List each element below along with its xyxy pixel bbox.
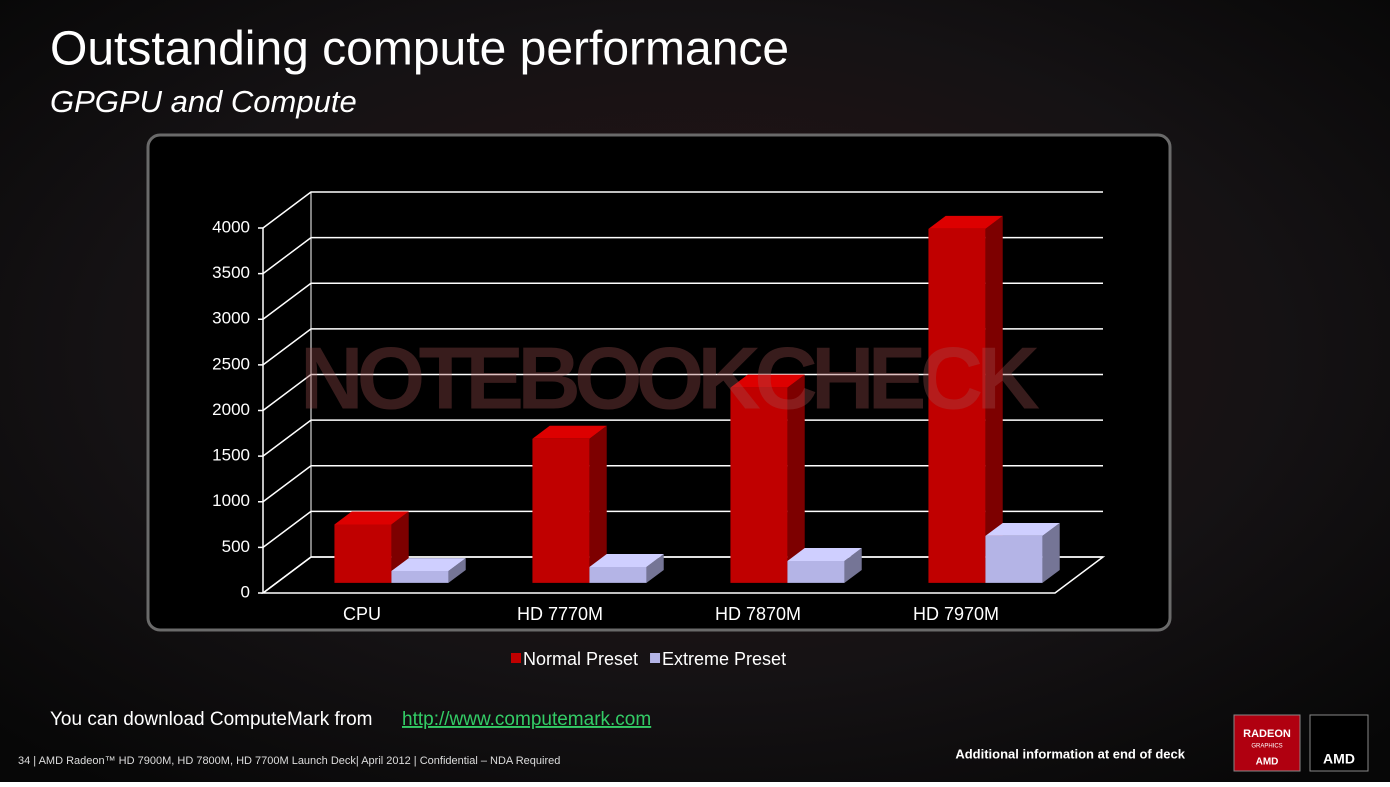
bar-top	[787, 548, 862, 562]
additional-info: Additional information at end of deck	[955, 746, 1185, 761]
bar-side	[589, 425, 607, 583]
grid-line	[262, 236, 1103, 275]
footer: 34 | AMD Radeon™ HD 7900M, HD 7800M, HD …	[18, 755, 560, 767]
legend-swatch	[650, 653, 661, 663]
grid-line	[262, 419, 1103, 457]
bar-front	[589, 566, 647, 583]
badge-line: RADEON	[1243, 728, 1291, 740]
bar-top	[730, 374, 805, 388]
bar-top	[985, 522, 1060, 536]
x-tick-label: HD 7770M	[517, 604, 603, 624]
bar-front	[334, 524, 392, 583]
bar	[787, 548, 862, 583]
grid-line	[262, 191, 1103, 229]
slide-subtitle: GPGPU and Compute	[50, 84, 357, 119]
bar	[730, 374, 805, 583]
y-tick-label: 3500	[212, 263, 250, 282]
y-tick-label: 2000	[212, 400, 250, 419]
badge-brand: AMD	[1256, 757, 1279, 768]
y-tick-label: 4000	[212, 217, 250, 236]
bar	[334, 511, 409, 583]
bar-front	[928, 228, 986, 583]
radeon-badge	[1233, 714, 1301, 772]
grid-line	[262, 373, 1103, 412]
x-tick-label: HD 7970M	[913, 604, 999, 624]
bar-front	[730, 387, 788, 583]
grid-line	[262, 282, 1103, 320]
chart-panel	[146, 133, 1172, 632]
legend-swatch	[511, 653, 521, 663]
bar-top	[928, 215, 1003, 229]
y-tick-label: 1500	[212, 446, 250, 465]
y-tick-label: 0	[241, 582, 250, 601]
grid-line	[262, 465, 1103, 503]
bar-side	[1042, 522, 1060, 583]
bar-front	[787, 561, 845, 583]
bar-top	[391, 558, 466, 572]
bar-side	[448, 558, 466, 583]
plot: 0 500 1000 1500 2000 2500 3000 3500 4000 CPU HD 77…	[212, 191, 1106, 624]
slide-title: Outstanding compute performance	[50, 23, 789, 76]
bar-front	[532, 438, 590, 583]
amd-logo: AMD	[1323, 751, 1355, 767]
x-tick-label: HD 7870M	[715, 604, 801, 624]
bar-top	[532, 425, 607, 439]
bar-top	[334, 511, 409, 525]
bar-side	[844, 548, 862, 583]
bar-front	[391, 571, 449, 583]
watermark: NOTEBOOKCHECK	[300, 328, 1040, 427]
bar-top	[589, 553, 664, 567]
download-link[interactable]: http://www.computemark.com	[402, 709, 651, 730]
bar	[532, 425, 607, 583]
grid-line	[262, 328, 1103, 366]
amd-logo-box	[1309, 714, 1369, 772]
bar-side	[985, 215, 1003, 583]
y-tick-label: 2500	[212, 354, 250, 373]
x-tick-label: CPU	[343, 604, 381, 624]
grid-line	[262, 510, 1103, 548]
bar	[985, 522, 1060, 583]
y-tick-label: 500	[222, 537, 250, 556]
legend-label: Normal Preset	[523, 649, 638, 669]
bar	[928, 215, 1003, 583]
bar	[589, 553, 664, 583]
y-tick-label: 1000	[212, 491, 250, 510]
badge-line: GRAPHICS	[1251, 744, 1282, 750]
bar-side	[787, 374, 805, 583]
legend-label: Extreme Preset	[662, 649, 786, 669]
legend: Normal Preset Extreme Preset	[511, 649, 786, 669]
download-text: You can download ComputeMark from	[50, 709, 372, 730]
bar-side	[646, 553, 664, 583]
bar-front	[985, 535, 1043, 583]
y-tick-label: 3000	[212, 309, 250, 328]
bar	[391, 558, 466, 583]
